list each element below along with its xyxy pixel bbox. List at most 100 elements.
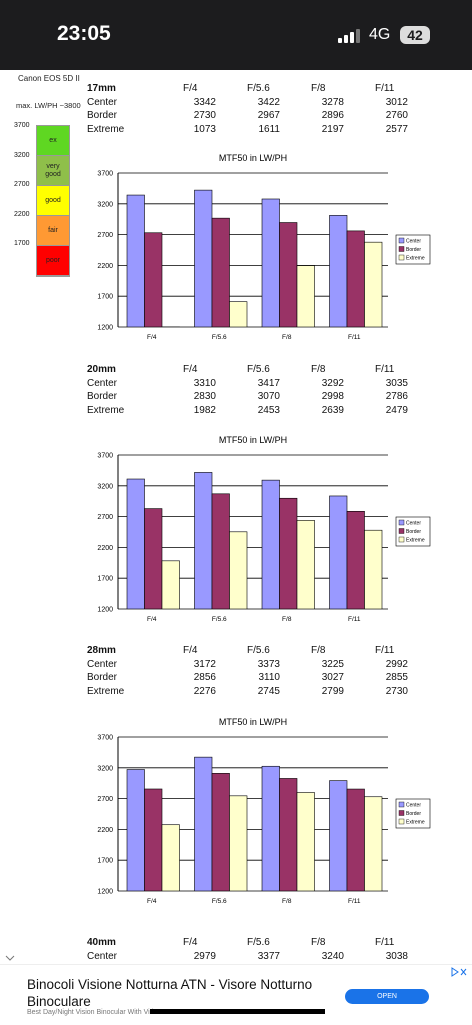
table-value: 3110 (258, 672, 280, 683)
collapse-chevron[interactable] (4, 954, 16, 962)
network: 4G (369, 26, 391, 43)
ad-banner[interactable]: Binocoli Visione Notturna ATN - Visore N… (0, 964, 472, 1025)
scale-tick-label: 1700 (14, 240, 30, 247)
scale-tick-label: 3700 (14, 122, 30, 129)
x-tick-label: F/5.6 (212, 616, 227, 623)
signal-icon (338, 29, 360, 43)
column-header: F/4 (183, 83, 198, 94)
bar (211, 493, 230, 609)
max-label: max. LW/PH ~3800 (16, 101, 81, 110)
bar (229, 301, 248, 327)
table-value: 3038 (385, 950, 408, 962)
legend-label: Extreme (406, 256, 425, 262)
band-label: fair (48, 226, 58, 234)
column-header: F/4 (183, 937, 198, 948)
y-tick-label: 3200 (97, 765, 113, 772)
y-tick-label: 1700 (97, 294, 113, 301)
bar (296, 520, 315, 609)
bar (211, 217, 230, 327)
bar (194, 472, 213, 609)
table-value: 2979 (193, 950, 216, 962)
column-header: F/5.6 (247, 645, 270, 656)
camera-name: Canon EOS 5D II (18, 74, 80, 83)
bar (279, 778, 298, 891)
column-header: F/11 (375, 364, 395, 375)
bar (279, 497, 298, 609)
bar (194, 756, 213, 891)
bar (126, 769, 145, 891)
x-tick-label: F/11 (348, 616, 361, 623)
bar (346, 230, 365, 327)
rating-scale: ex very good good fair poor (36, 125, 70, 277)
status-bar: 23:05 4G 42 (0, 0, 472, 70)
column-header: F/11 (375, 83, 395, 94)
lens-label: 40mm (87, 937, 116, 948)
row-label: Extreme (87, 404, 125, 416)
chart-title: MTF50 in LW/PH (219, 717, 287, 727)
y-tick-label: 3200 (97, 483, 113, 490)
y-tick-label: 2200 (97, 263, 113, 270)
bar (346, 788, 365, 891)
column-header: F/11 (375, 937, 395, 948)
scale-tick-label: 2200 (14, 210, 30, 218)
y-tick-label: 1200 (97, 889, 113, 896)
row-label: Center (87, 96, 118, 108)
table-value: 2967 (257, 110, 280, 121)
y-tick-label: 3700 (97, 735, 113, 742)
legend-swatch (398, 528, 405, 534)
column-header: F/4 (183, 364, 198, 375)
table-value: 3240 (321, 950, 344, 962)
table-value: 2760 (385, 110, 408, 121)
y-tick-label: 3700 (97, 171, 113, 178)
table-value: 2830 (193, 391, 216, 402)
y-tick-label: 1200 (97, 607, 113, 614)
x-tick-label: F/4 (147, 898, 157, 905)
column-header: F/5.6 (247, 937, 270, 948)
column-header: F/4 (183, 645, 198, 656)
table-value: 3310 (193, 377, 216, 389)
scale-band: fair (37, 216, 69, 246)
column-header: F/8 (311, 937, 326, 948)
bar (211, 773, 230, 891)
open-button[interactable]: OPEN (345, 989, 429, 1004)
table-value: 3035 (385, 377, 408, 389)
legend-swatch (398, 519, 405, 526)
y-tick-label: 3200 (97, 201, 113, 208)
x-tick-label: F/4 (147, 334, 157, 341)
scale-band: ex (37, 126, 69, 156)
bar (364, 241, 383, 327)
ad-title[interactable]: Binocoli Visione Notturna ATN - Visore N… (27, 977, 313, 1009)
row-label: Border (87, 672, 118, 683)
legend-label: Border (406, 247, 421, 253)
band-label: poor (45, 256, 60, 264)
table-value: 2276 (193, 685, 216, 697)
bar (261, 198, 280, 327)
y-tick-label: 2200 (97, 545, 113, 552)
bar (144, 232, 163, 327)
y-tick-label: 1200 (97, 325, 113, 332)
x-tick-label: F/8 (282, 334, 292, 341)
legend-swatch (398, 810, 405, 816)
lens-label: 17mm (87, 83, 116, 94)
bar (161, 326, 180, 327)
x-tick-label: F/4 (147, 616, 157, 623)
table-value: 3422 (257, 96, 280, 108)
table-value: 2855 (385, 672, 408, 683)
chart: MTF50 in LW/PH 1200 1700 2200 2700 3200 3700 F/… (97, 435, 431, 623)
ad-choices[interactable] (450, 967, 468, 977)
bar (364, 796, 383, 891)
ad-subtitle: Best Day/Night Vision Binocular With Vid… (27, 1009, 162, 1016)
row-label: Border (87, 391, 118, 402)
row-label: Center (87, 377, 118, 389)
column-header: F/8 (311, 645, 326, 656)
table-value: 3172 (193, 658, 216, 670)
table-value: 2799 (321, 685, 344, 697)
y-tick-label: 1700 (97, 576, 113, 583)
x-tick-label: F/8 (282, 898, 292, 905)
band-label: very good (45, 162, 61, 178)
bar (261, 765, 280, 891)
y-tick-label: 3700 (97, 453, 113, 460)
bar (296, 265, 315, 327)
x-tick-label: F/11 (348, 334, 361, 341)
